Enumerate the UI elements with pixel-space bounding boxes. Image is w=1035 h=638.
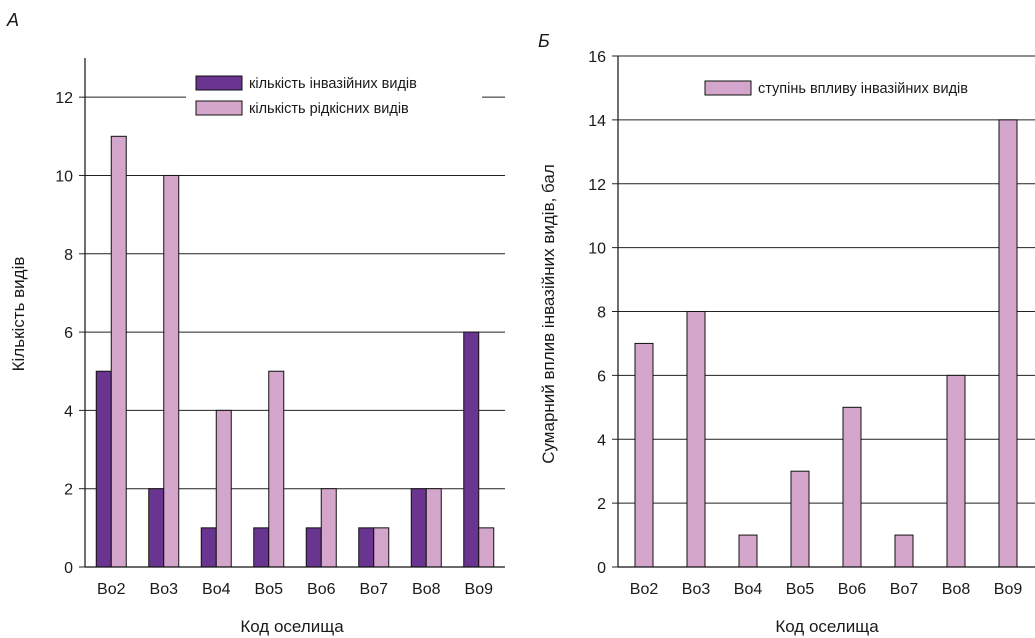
panel-label-a: А [6,10,19,30]
bar-bo2-series-2-a [110,135,127,568]
x-ticks-a: Bo2 Bo3 Bo4 Bo5 Bo6 Bo7 Bo8 Bo9 [97,581,493,598]
bar-bo7-series-1-a [358,527,375,568]
x-tick-label-a: Bo4 [202,581,231,598]
y-tick-label-b: 10 [588,241,606,258]
bar-bo8-series-2-a [425,488,442,568]
grid-a [85,96,505,490]
y-axis-title-a: Кількість видів [9,257,28,372]
bar-bo3-series-1-a [148,488,165,568]
bar-bo5-series-1-b [790,470,810,568]
legend-a: кількість інвазійних видів кількість рід… [186,70,482,130]
y-tick-label-b: 16 [588,49,606,66]
y-tick-label-a: 2 [64,482,73,499]
y-tick-label-a: 12 [55,90,73,107]
x-tick-label-b: Bo3 [682,581,711,598]
y-tick-label-b: 4 [597,432,606,449]
legend-swatch-invasive [195,75,243,91]
x-tick-label-b: Bo4 [734,581,763,598]
y-tick-label-b: 6 [597,368,606,385]
y-tick-label-a: 10 [55,168,73,185]
x-axis-title-a: Код оселища [240,617,344,636]
x-ticks-b: Bo2 Bo3 Bo4 Bo5 Bo6 Bo7 Bo8 Bo9 [630,581,1023,598]
x-tick-label-a: Bo2 [97,581,126,598]
bar-bo4-series-2-a [215,409,232,568]
legend-label-rare: кількість рідкісних видів [249,101,409,117]
y-tick-label-b: 14 [588,113,606,130]
legend-label-impact: ступінь впливу інвазійних видів [758,81,968,97]
y-tick-label-a: 8 [64,247,73,264]
x-axis-title-b: Код оселища [775,617,879,636]
x-tick-label-b: Bo9 [994,581,1023,598]
x-tick-label-a: Bo3 [150,581,179,598]
x-tick-label-b: Bo8 [942,581,971,598]
legend-swatch-rare [195,100,243,116]
grid-b [618,55,1035,504]
bar-bo9-series-1-a [463,331,480,568]
y-tick-label-b: 2 [597,496,606,513]
bar-bo8-series-1-b [946,374,966,568]
panel-label-b: Б [538,31,550,51]
bar-bo9-series-1-b [998,119,1018,568]
bar-bo2-series-1-a [95,370,112,568]
bar-bo5-series-1-a [253,527,270,568]
bar-bo9-series-2-a [478,527,495,568]
bar-bo6-series-1-b [842,406,862,568]
bars-b [634,119,1018,568]
chart-panel-a: А 0 2 4 6 8 10 12 Bo2 Bo3 Bo4 Bo5 Bo6 Bo7 Bo8 Bo9 Код… [6,10,505,636]
legend-label-invasive: кількість інвазійних видів [249,76,417,92]
bar-bo3-series-1-b [686,311,706,568]
y-tick-label-b: 8 [597,305,606,322]
bar-bo8-series-1-a [410,488,427,568]
bar-bo7-series-2-a [373,527,390,568]
x-tick-label-a: Bo5 [255,581,284,598]
x-tick-label-b: Bo2 [630,581,659,598]
chart-panel-b: Б 0 2 4 6 8 10 12 14 16 Bo2 Bo3 Bo4 Bo5 Bo6 Bo7 Bo8 Bo9… [538,31,1035,636]
x-tick-label-a: Bo9 [465,581,494,598]
x-tick-label-b: Bo6 [838,581,867,598]
x-tick-label-a: Bo6 [307,581,336,598]
y-tick-label-a: 0 [64,560,73,577]
bar-bo4-series-1-b [738,534,758,568]
y-tick-label-a: 4 [64,403,73,420]
bar-bo2-series-1-b [634,342,654,568]
x-tick-label-a: Bo7 [360,581,389,598]
bars-a [95,135,495,568]
y-ticks-b: 0 2 4 6 8 10 12 14 16 [588,49,618,577]
bar-bo4-series-1-a [200,527,217,568]
bar-bo6-series-1-a [305,527,322,568]
x-tick-label-b: Bo7 [890,581,919,598]
bar-bo7-series-1-b [894,534,914,568]
x-tick-label-a: Bo8 [412,581,441,598]
axes-a [84,58,505,568]
y-tick-label-b: 12 [588,177,606,194]
legend-b: ступінь впливу інвазійних видів [696,75,1034,101]
bar-bo5-series-2-a [268,370,285,568]
y-ticks-a: 0 2 4 6 8 10 12 [55,90,85,577]
legend-background-b [696,75,1034,101]
legend-swatch-impact [704,80,752,96]
bar-bo3-series-2-a [163,174,180,568]
x-tick-label-b: Bo5 [786,581,815,598]
y-tick-label-a: 6 [64,325,73,342]
bar-bo6-series-2-a [320,488,337,568]
y-tick-label-b: 0 [597,560,606,577]
y-axis-title-b: Сумарний вплив інвазійних видів, бал [539,164,558,464]
